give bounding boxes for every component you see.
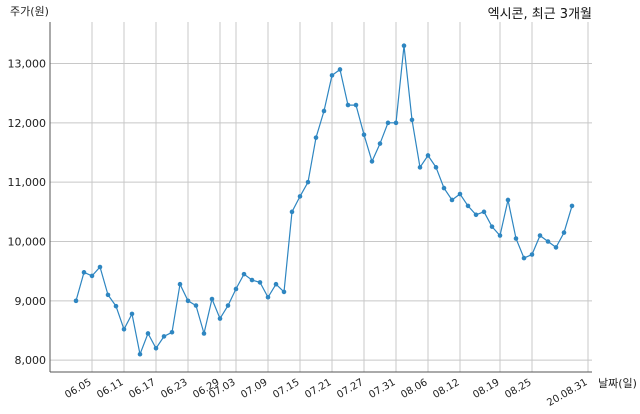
data-point xyxy=(105,292,111,298)
data-point xyxy=(249,277,255,283)
chart-title: 엑시콘, 최근 3개월 xyxy=(488,7,592,22)
data-point xyxy=(121,326,127,332)
price-series xyxy=(73,43,575,357)
data-point xyxy=(257,280,263,285)
data-point xyxy=(241,271,247,277)
y-tick-label: 8,000 xyxy=(15,354,47,367)
data-point xyxy=(409,117,415,123)
y-ticks: 8,000 9,000 10,000 11,000 12,000 13,000 xyxy=(8,58,47,368)
data-point xyxy=(145,331,151,336)
data-point xyxy=(513,236,519,241)
data-point xyxy=(113,303,119,309)
data-point xyxy=(305,179,311,185)
x-tick-label: 07.09 xyxy=(239,377,269,401)
data-point xyxy=(97,264,103,270)
x-tick-label: 06.23 xyxy=(159,377,189,401)
x-tick-label: 07.15 xyxy=(271,377,301,401)
data-point xyxy=(561,230,567,235)
data-point xyxy=(553,245,559,250)
data-point xyxy=(209,296,215,302)
x-tick-label: 08.12 xyxy=(431,377,461,401)
x-tick-label: 08.19 xyxy=(471,377,501,401)
data-point xyxy=(425,153,431,158)
data-point xyxy=(337,67,343,72)
data-point xyxy=(449,197,455,203)
data-point xyxy=(161,334,167,339)
y-tick-label: 9,000 xyxy=(15,295,47,308)
data-point xyxy=(537,233,543,238)
y-axis-label: 주가(원) xyxy=(10,5,49,18)
data-point xyxy=(321,108,327,114)
x-tick-label: 08.06 xyxy=(399,377,429,401)
data-point xyxy=(529,252,535,257)
data-point xyxy=(505,197,511,203)
data-point xyxy=(385,120,391,126)
x-tick-label: 08.25 xyxy=(503,377,533,401)
data-point xyxy=(153,345,159,351)
data-point xyxy=(545,239,551,244)
data-point xyxy=(377,141,383,146)
data-point xyxy=(81,270,87,275)
data-point xyxy=(289,209,295,215)
data-point xyxy=(137,351,143,357)
data-point xyxy=(297,194,303,199)
x-tick-label: 07.21 xyxy=(303,377,333,401)
y-tick-label: 12,000 xyxy=(8,117,47,130)
data-point xyxy=(361,132,367,138)
data-point xyxy=(273,281,279,287)
data-point xyxy=(313,135,319,140)
data-point xyxy=(201,331,207,336)
data-point xyxy=(473,212,479,218)
data-point xyxy=(521,255,527,261)
data-point xyxy=(177,281,183,287)
data-point xyxy=(457,191,463,197)
price-line xyxy=(75,45,573,357)
data-point xyxy=(369,159,375,164)
data-point xyxy=(129,311,135,317)
x-tick-label: 06.17 xyxy=(127,377,157,401)
data-point xyxy=(441,185,447,191)
x-tick-label: 07.27 xyxy=(335,377,365,401)
data-point xyxy=(185,298,191,304)
data-point xyxy=(281,289,287,295)
data-point xyxy=(329,73,335,78)
data-point xyxy=(465,203,471,209)
data-point xyxy=(169,329,175,335)
data-point xyxy=(569,203,575,209)
data-point xyxy=(489,224,495,229)
data-point xyxy=(433,165,439,170)
data-point xyxy=(193,303,199,308)
axes xyxy=(49,22,592,373)
data-point xyxy=(417,165,423,170)
y-tick-label: 10,000 xyxy=(8,235,47,248)
y-tick-label: 11,000 xyxy=(8,176,47,189)
x-tick-label: 07.31 xyxy=(367,377,397,401)
x-axis-label: 날짜(일) xyxy=(598,376,637,390)
data-point xyxy=(345,102,351,108)
data-point xyxy=(393,120,399,126)
data-point xyxy=(265,294,271,300)
data-point xyxy=(481,209,487,215)
data-point xyxy=(233,286,239,292)
data-point xyxy=(73,298,79,304)
data-point xyxy=(225,303,231,308)
x-tick-label: 06.05 xyxy=(63,377,93,401)
grid xyxy=(50,22,592,372)
data-point xyxy=(353,102,359,108)
x-tick-label: 20.08.31 xyxy=(545,377,589,409)
data-point xyxy=(401,43,407,49)
data-point xyxy=(89,273,95,279)
x-tick-label: 06.11 xyxy=(95,377,125,401)
data-point xyxy=(217,316,223,321)
y-tick-label: 13,000 xyxy=(8,58,47,71)
data-point xyxy=(497,233,503,238)
